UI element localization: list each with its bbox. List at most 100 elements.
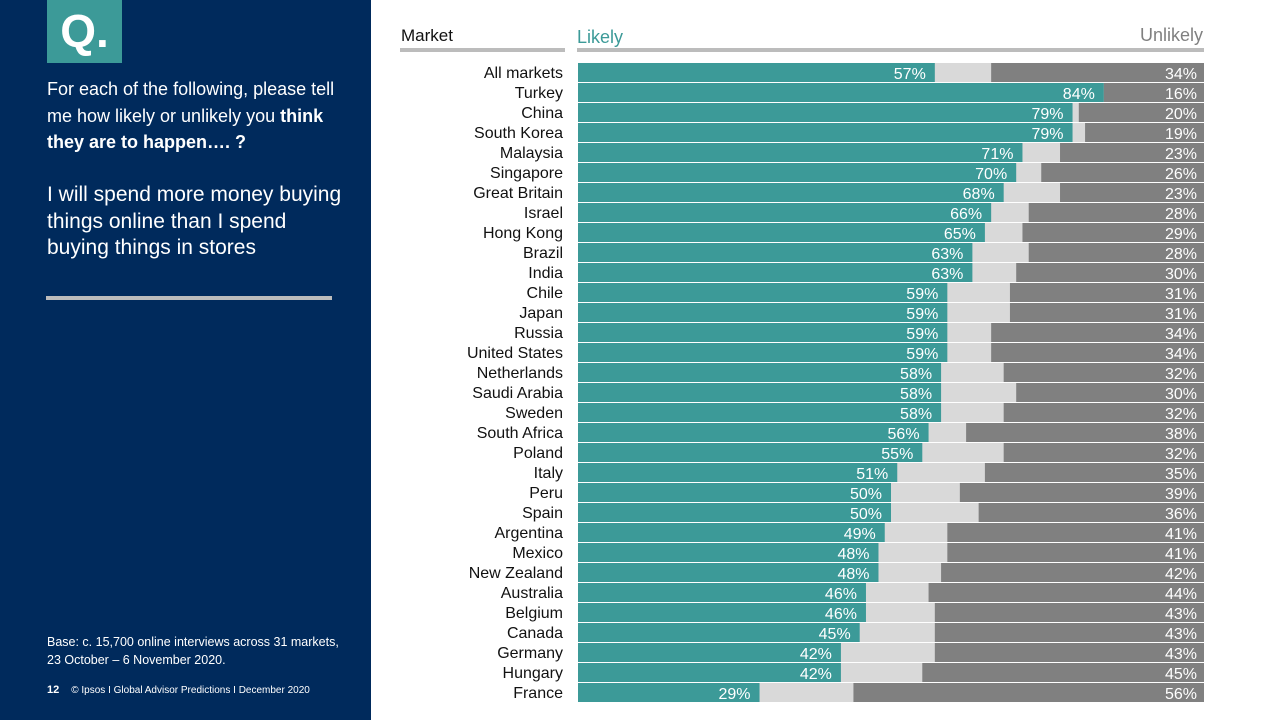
bar-unlikely-spain — [978, 503, 1204, 522]
likely-value-label: 51% — [856, 466, 888, 483]
likely-value-label: 42% — [800, 666, 832, 683]
likely-value-label: 46% — [825, 606, 857, 623]
bar-unlikely-russia — [991, 323, 1204, 342]
legend-header-rule — [577, 48, 1204, 52]
likely-value-label: 79% — [1032, 106, 1064, 123]
market-label: China — [521, 105, 563, 122]
market-label: New Zealand — [469, 565, 563, 582]
market-label: India — [528, 265, 563, 282]
bar-likely-china — [578, 103, 1073, 122]
likely-value-label: 55% — [881, 446, 913, 463]
likely-value-label: 46% — [825, 586, 857, 603]
likely-value-label: 29% — [719, 686, 751, 703]
likely-value-label: 79% — [1032, 126, 1064, 143]
bar-row-france: France 29% 56% — [513, 683, 1204, 703]
unlikely-value-label: 41% — [1165, 526, 1197, 543]
market-label: Saudi Arabia — [472, 385, 563, 402]
likely-value-label: 49% — [844, 526, 876, 543]
bar-likely-turkey — [578, 83, 1104, 102]
market-label: Israel — [524, 205, 563, 222]
bar-likely-hong-kong — [578, 223, 985, 242]
unlikely-value-label: 20% — [1165, 106, 1197, 123]
base-note: Base: c. 15,700 online interviews across… — [47, 635, 339, 667]
market-label: All markets — [484, 65, 563, 82]
bar-unlikely-malaysia — [1060, 143, 1204, 162]
market-label: Belgium — [505, 605, 563, 622]
unlikely-value-label: 32% — [1165, 406, 1197, 423]
likely-value-label: 58% — [900, 366, 932, 383]
unlikely-value-label: 30% — [1165, 266, 1197, 283]
bar-likely-brazil — [578, 243, 973, 262]
unlikely-value-label: 34% — [1165, 346, 1197, 363]
bar-unlikely-hungary — [922, 663, 1204, 682]
bar-likely-australia — [578, 583, 866, 602]
likely-value-label: 68% — [963, 186, 995, 203]
market-label: Peru — [529, 485, 563, 502]
bar-unlikely-france — [853, 683, 1204, 702]
bar-row-turkey: Turkey 84% 16% — [515, 83, 1204, 103]
bar-unlikely-sweden — [1003, 403, 1204, 422]
bar-likely-netherlands — [578, 363, 942, 382]
bar-unlikely-south-korea — [1085, 123, 1204, 142]
likely-value-label: 45% — [819, 626, 851, 643]
bar-row-sweden: Sweden 58% 32% — [505, 403, 1204, 423]
unlikely-value-label: 28% — [1165, 246, 1197, 263]
sidebar: Q. For each of the following, please tel… — [0, 0, 371, 720]
bar-unlikely-chile — [1009, 283, 1204, 302]
bar-likely-spain — [578, 503, 891, 522]
bar-row-hungary: Hungary 42% 45% — [503, 663, 1204, 683]
likely-value-label: 84% — [1063, 86, 1095, 103]
market-label: Malaysia — [500, 145, 563, 162]
bar-row-malaysia: Malaysia 71% 23% — [500, 143, 1204, 163]
market-label: Russia — [514, 325, 563, 342]
bar-unlikely-canada — [934, 623, 1204, 642]
question-bold: think they are to happen…. ? — [47, 105, 324, 153]
bar-likely-hungary — [578, 663, 841, 682]
bar-row-saudi-arabia: Saudi Arabia 58% 30% — [472, 383, 1204, 403]
bar-likely-singapore — [578, 163, 1017, 182]
market-header-rule — [400, 48, 565, 52]
bar-unlikely-singapore — [1041, 163, 1204, 182]
bar-row-chile: Chile 59% 31% — [527, 283, 1204, 303]
bar-row-poland: Poland 55% 32% — [513, 443, 1204, 463]
unlikely-value-label: 32% — [1165, 446, 1197, 463]
bar-row-belgium: Belgium 46% 43% — [505, 603, 1204, 623]
legend-likely: Likely — [577, 27, 624, 47]
bar-row-new-zealand: New Zealand 48% 42% — [469, 563, 1204, 583]
bar-row-israel: Israel 66% 28% — [524, 203, 1204, 223]
unlikely-value-label: 38% — [1165, 426, 1197, 443]
unlikely-value-label: 29% — [1165, 226, 1197, 243]
market-label: Brazil — [523, 245, 563, 262]
bar-row-hong-kong: Hong Kong 65% 29% — [483, 223, 1204, 243]
market-label: Mexico — [512, 545, 563, 562]
question-badge: Q. — [47, 0, 122, 63]
bar-likely-great-britain — [578, 183, 1004, 202]
market-label: Argentina — [495, 525, 564, 542]
bar-unlikely-peru — [959, 483, 1204, 502]
likely-value-label: 50% — [850, 486, 882, 503]
bar-unlikely-belgium — [934, 603, 1204, 622]
market-label: Sweden — [505, 405, 563, 422]
bar-unlikely-israel — [1028, 203, 1204, 222]
bar-unlikely-all-markets — [991, 63, 1204, 82]
likely-value-label: 66% — [950, 206, 982, 223]
bar-likely-all-markets — [578, 63, 935, 82]
legend-unlikely: Unlikely — [1139, 25, 1203, 45]
market-label: South Africa — [477, 425, 563, 442]
likely-value-label: 71% — [981, 146, 1013, 163]
unlikely-value-label: 44% — [1165, 586, 1197, 603]
likely-value-label: 48% — [837, 566, 869, 583]
likely-value-label: 63% — [931, 246, 963, 263]
bar-unlikely-japan — [1009, 303, 1204, 322]
bar-likely-poland — [578, 443, 923, 462]
market-label: Japan — [519, 305, 563, 322]
bar-row-singapore: Singapore 70% 26% — [490, 163, 1204, 183]
unlikely-value-label: 39% — [1165, 486, 1197, 503]
unlikely-value-label: 36% — [1165, 506, 1197, 523]
bar-row-peru: Peru 50% 39% — [529, 483, 1204, 503]
likely-value-label: 42% — [800, 646, 832, 663]
bar-unlikely-south-africa — [966, 423, 1204, 442]
likely-value-label: 58% — [900, 406, 932, 423]
bar-unlikely-saudi-arabia — [1016, 383, 1204, 402]
